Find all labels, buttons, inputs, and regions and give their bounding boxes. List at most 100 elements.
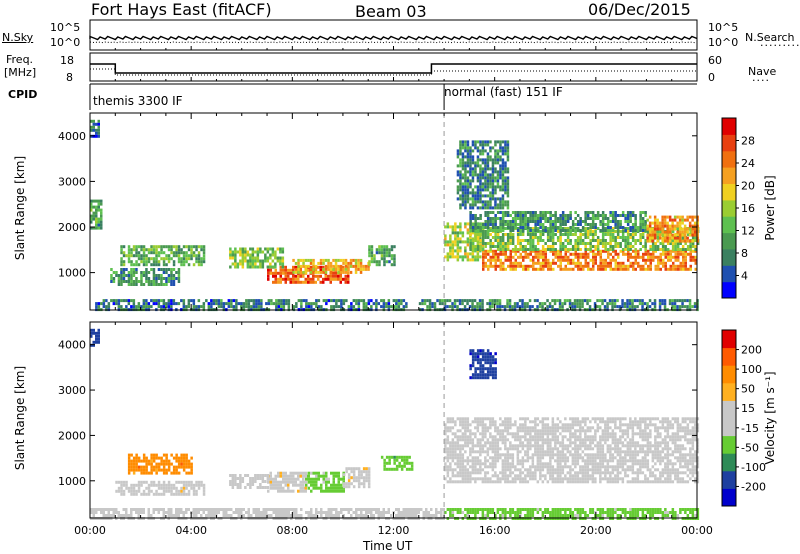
cell bbox=[157, 274, 161, 277]
cell bbox=[501, 146, 505, 150]
cell bbox=[92, 211, 95, 215]
cell bbox=[504, 417, 507, 421]
cell bbox=[579, 255, 582, 259]
cell bbox=[297, 483, 300, 487]
cell bbox=[527, 267, 530, 271]
cell bbox=[586, 444, 590, 448]
cell bbox=[634, 267, 637, 271]
cell bbox=[476, 191, 480, 195]
cell bbox=[476, 176, 480, 180]
cell bbox=[576, 480, 580, 484]
cell bbox=[534, 252, 537, 256]
cell bbox=[591, 245, 595, 248]
cell bbox=[479, 185, 482, 189]
cell bbox=[559, 252, 562, 256]
cell bbox=[529, 252, 532, 256]
cell bbox=[330, 489, 333, 493]
cell bbox=[390, 455, 394, 459]
cell bbox=[611, 245, 615, 248]
cell bbox=[619, 249, 622, 253]
cell bbox=[502, 249, 505, 253]
cell bbox=[279, 265, 282, 269]
cell bbox=[251, 262, 255, 266]
cell bbox=[187, 465, 191, 469]
cell bbox=[324, 267, 328, 271]
cell bbox=[499, 258, 502, 262]
cell bbox=[504, 252, 507, 256]
cell bbox=[611, 299, 614, 303]
cell bbox=[529, 438, 532, 442]
cell bbox=[476, 305, 479, 309]
cell bbox=[594, 252, 597, 256]
cell bbox=[676, 236, 679, 240]
cell bbox=[662, 261, 665, 265]
cell bbox=[448, 305, 452, 309]
cell bbox=[282, 277, 285, 281]
cell bbox=[571, 474, 575, 478]
cell bbox=[556, 471, 560, 475]
cell bbox=[180, 480, 183, 484]
cell bbox=[150, 257, 153, 261]
cell bbox=[579, 438, 582, 442]
cell bbox=[155, 456, 158, 460]
cell bbox=[135, 462, 138, 466]
cell bbox=[471, 302, 474, 306]
cell bbox=[506, 477, 510, 481]
cell bbox=[592, 255, 595, 259]
cell bbox=[536, 217, 540, 220]
cell bbox=[534, 248, 537, 251]
cell bbox=[539, 226, 542, 229]
cell bbox=[491, 223, 495, 226]
cell bbox=[634, 223, 637, 226]
cell bbox=[589, 239, 592, 242]
cell bbox=[489, 255, 492, 259]
cell bbox=[506, 462, 510, 466]
cell bbox=[187, 263, 191, 267]
cell bbox=[317, 299, 321, 303]
cell bbox=[496, 173, 500, 177]
cell bbox=[266, 486, 270, 489]
cell bbox=[594, 258, 597, 262]
cell bbox=[591, 211, 595, 214]
cell bbox=[529, 441, 532, 445]
cell bbox=[337, 477, 340, 481]
cell bbox=[315, 477, 318, 481]
cell bbox=[367, 299, 371, 303]
cell bbox=[474, 426, 477, 430]
cell bbox=[261, 265, 265, 269]
cell bbox=[536, 456, 540, 460]
cell bbox=[501, 170, 505, 174]
cell bbox=[514, 258, 517, 262]
cell bbox=[289, 489, 292, 493]
cell bbox=[589, 230, 592, 233]
cell bbox=[155, 280, 158, 283]
cell bbox=[320, 486, 323, 490]
cell bbox=[599, 258, 602, 262]
cell bbox=[172, 283, 176, 286]
cell bbox=[696, 236, 699, 240]
cell bbox=[137, 280, 141, 283]
cell bbox=[145, 248, 148, 252]
cell bbox=[197, 483, 201, 487]
cell bbox=[277, 489, 280, 493]
cell bbox=[566, 229, 570, 232]
cell bbox=[482, 264, 485, 268]
cell bbox=[282, 471, 285, 475]
cell bbox=[514, 447, 517, 451]
cell bbox=[177, 492, 181, 496]
cell bbox=[584, 423, 587, 427]
cell bbox=[461, 299, 464, 303]
cell bbox=[170, 248, 173, 252]
cell bbox=[367, 482, 371, 486]
cell bbox=[486, 302, 489, 306]
cell bbox=[539, 236, 542, 239]
cell bbox=[514, 220, 517, 223]
cell bbox=[165, 486, 168, 490]
cell bbox=[526, 302, 529, 306]
cell bbox=[521, 423, 525, 427]
cell bbox=[586, 453, 590, 457]
cell bbox=[446, 417, 450, 421]
cell bbox=[664, 267, 667, 271]
cell bbox=[491, 423, 495, 427]
cell bbox=[307, 277, 310, 281]
